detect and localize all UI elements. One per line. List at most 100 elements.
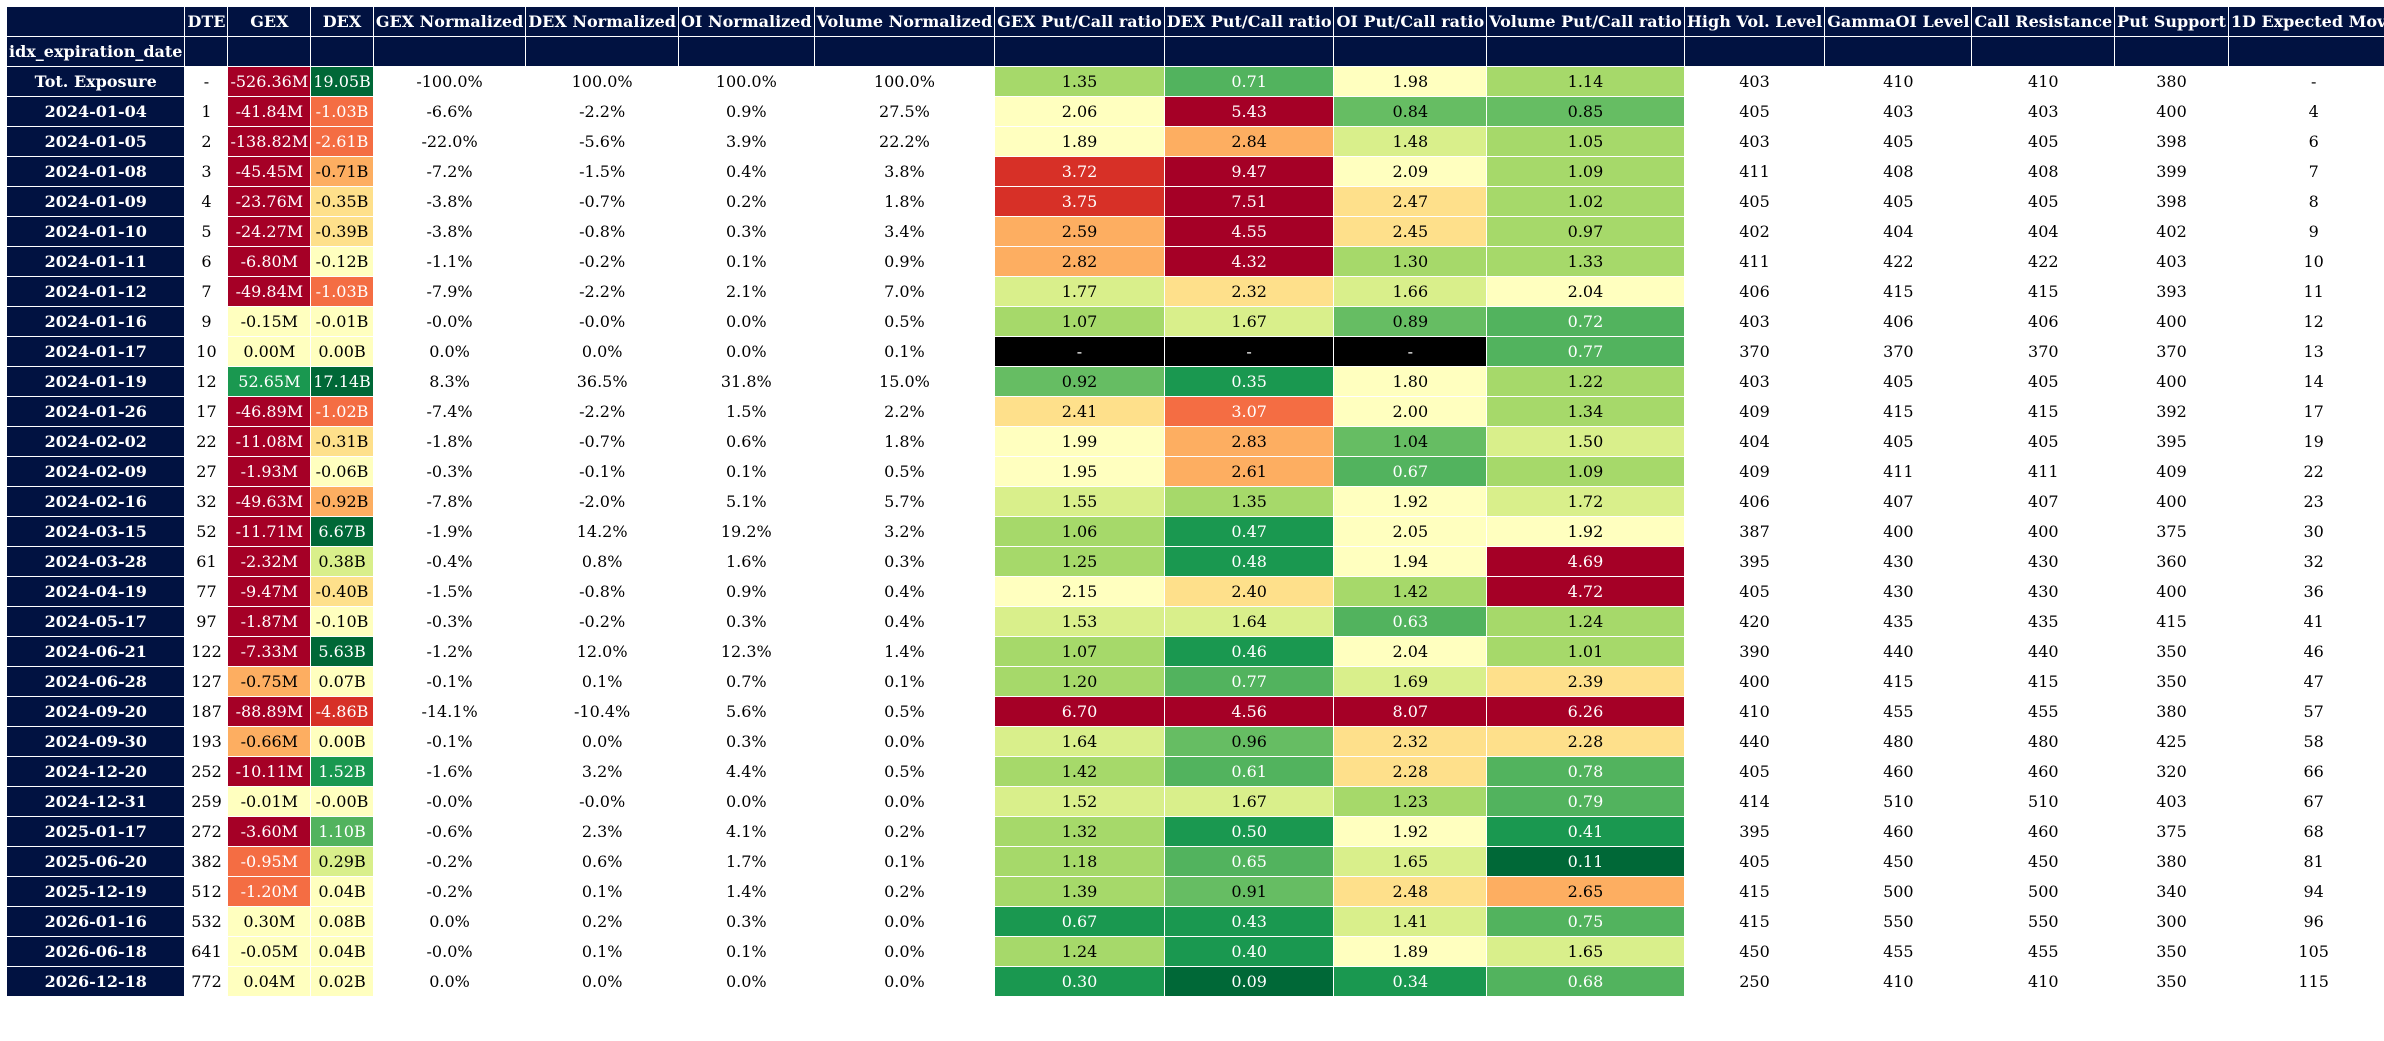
cell-text: 415 [2028,402,2059,421]
table-cell: 0.4% [813,576,996,607]
cell-text: 14 [2303,372,2324,391]
cell-text: 0.0% [884,732,925,751]
table-cell: 382 [184,846,229,877]
table-cell: 405 [1683,576,1826,607]
cell-text: 1.5% [725,402,767,421]
cell-text: 1.50 [1567,432,1604,451]
row-index: 2024-01-10 [5,216,186,247]
cell-text: 0.11 [1567,852,1604,871]
table-cell: 2.06 [994,96,1165,127]
cell-text: -1.2% [426,642,473,661]
cell-text: 8 [2308,192,2319,211]
table-cell: 2.05 [1333,516,1488,547]
table-cell: 2.32 [1163,276,1335,307]
table-cell: -7.9% [372,276,527,307]
cell-text: 0.46 [1231,642,1267,661]
table-cell: 3.4% [813,216,996,247]
cell-text: -1.1% [426,252,473,271]
table-cell: 0.9% [677,576,815,607]
table-cell: 395 [2114,426,2229,457]
table-row: 2025-01-17 272 -3.60M 1.10B -0.6% 2.3% 4.1% 0.2… [5,816,2384,847]
table-cell: 5.63B [310,636,374,667]
cell-text: 0.75 [1567,912,1604,931]
cell-text: 2.04 [1567,282,1604,301]
cell-text: 0.30 [1061,972,1098,991]
table-cell: 23 [2227,486,2384,517]
table-cell: -0.7% [525,426,679,457]
cell-text: 68 [2303,822,2324,841]
table-cell: -10.11M [227,756,312,787]
cell-text: 36.5% [576,372,628,391]
cell-text: 1.52B [318,762,366,781]
table-cell: 0.1% [677,456,815,487]
table-cell: 19 [2227,426,2384,457]
table-cell: 430 [1824,546,1973,577]
cell-text: 187 [191,702,222,721]
cell-text: 0.00B [318,342,366,361]
row-index: 2024-01-09 [5,186,186,217]
table-cell: 5.6% [677,696,815,727]
table-cell: 0.46 [1163,636,1335,667]
table-cell: 406 [1824,306,1973,337]
row-index: 2024-12-31 [5,786,186,817]
table-cell: - [1333,336,1488,367]
table-cell: 7.51 [1163,186,1335,217]
cell-text: 94 [2303,882,2324,901]
table-cell: 41 [2227,606,2384,637]
table-cell: -0.92B [310,486,374,517]
table-cell: 1.02 [1486,186,1685,217]
table-cell: 1.53 [994,606,1165,637]
cell-text: 8.3% [429,372,470,391]
table-row: 2024-12-20 252 -10.11M 1.52B -1.6% 3.2% 4.4% 0.… [5,756,2384,787]
cell-text: 100.0% [715,72,777,91]
table-cell: 2.45 [1333,216,1488,247]
cell-text: 1.89 [1061,132,1098,151]
row-index: 2024-01-26 [5,396,186,427]
cell-text: 1.48 [1392,132,1429,151]
table-cell: 1.34 [1486,396,1685,427]
cell-text: 0.35 [1231,372,1267,391]
table-cell: 406 [1683,276,1826,307]
cell-text: 1.14 [1567,72,1604,91]
table-cell: 415 [1824,276,1973,307]
cell-text: -0.40B [315,582,369,601]
cell-text: 252 [191,762,222,781]
cell-text: 408 [2028,162,2059,181]
index-header-row: idx_expiration_date [5,36,2384,67]
table-cell: 350 [2114,936,2229,967]
table-cell: 387 [1683,516,1826,547]
cell-text: 0.3% [725,912,767,931]
cell-text: 46 [2303,642,2324,661]
cell-text: 403 [1739,372,1770,391]
table-cell: -0.12B [310,246,374,277]
cell-text: 440 [2028,642,2059,661]
table-cell: 0.30M [227,906,312,937]
table-row: 2024-02-09 27 -1.93M -0.06B -0.3% -0.1% 0.1% 0.… [5,456,2384,487]
cell-text: 1.35 [1231,492,1267,511]
cell-text: 2024-09-20 [44,702,147,721]
table-cell: 100.0% [813,66,996,97]
table-cell: 390 [1683,636,1826,667]
table-cell: 1.7% [677,846,815,877]
table-cell: 6 [2227,126,2384,157]
cell-text: 0.08B [318,912,366,931]
cell-text: 3.72 [1061,162,1098,181]
table-cell: -2.0% [525,486,679,517]
table-cell: -0.0% [372,786,527,817]
cell-text: 1.99 [1061,432,1098,451]
table-cell: 1.35 [994,66,1165,97]
table-cell: 6.70 [994,696,1165,727]
cell-text: 4 [201,192,212,211]
cell-text: 1.07 [1061,642,1098,661]
table-cell: 3.2% [525,756,679,787]
cell-text: 0.6% [581,852,623,871]
cell-text: -23.76M [235,192,304,211]
cell-text: 58 [2303,732,2324,751]
table-cell: 0.7% [677,666,815,697]
cell-text: 1.64 [1061,732,1098,751]
cell-text: 0.3% [725,612,767,631]
table-cell: 370 [1971,336,2116,367]
table-cell: 405 [1683,846,1826,877]
table-row: 2024-01-12 7 -49.84M -1.03B -7.9% -2.2% 2.1% 7.… [5,276,2384,307]
cell-text: 2024-06-21 [44,642,147,661]
